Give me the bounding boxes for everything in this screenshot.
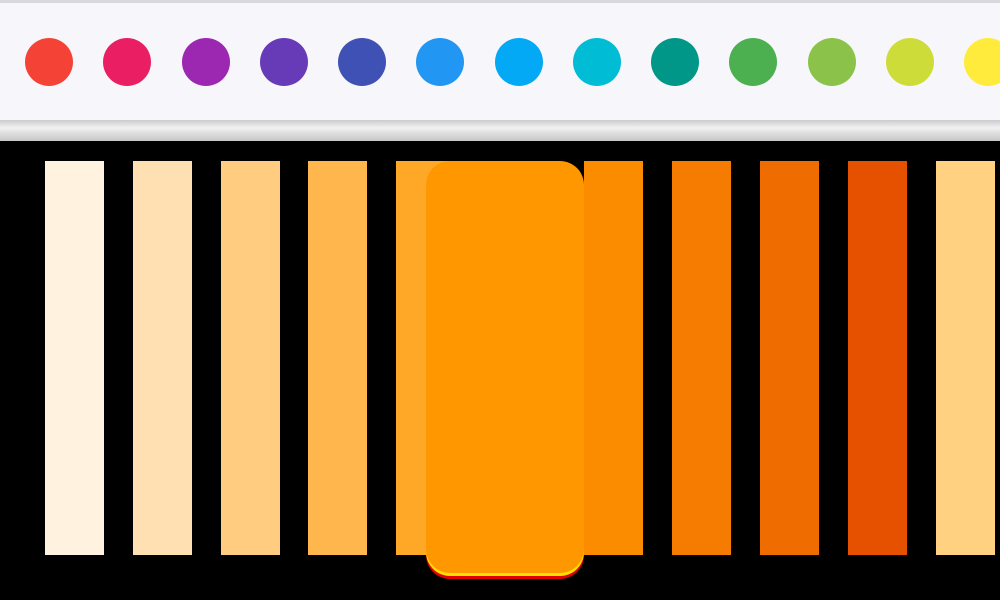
shade-swatch-orange-50[interactable] (45, 161, 104, 555)
hue-palette-bar (0, 3, 1000, 120)
shade-swatch-orange-900[interactable] (847, 161, 907, 555)
shade-swatch-orange-600[interactable] (584, 161, 644, 555)
hue-swatch-lime[interactable] (885, 37, 934, 86)
hue-swatch-light-blue[interactable] (494, 37, 543, 86)
hue-swatch-yellow[interactable] (964, 37, 1000, 86)
hue-swatch-green[interactable] (729, 37, 778, 86)
hue-swatch-deep-purple[interactable] (259, 37, 308, 86)
shade-swatch-orange-200[interactable] (220, 161, 280, 555)
hue-swatch-blue[interactable] (416, 37, 465, 86)
shade-swatch-orange-800[interactable] (760, 161, 819, 555)
hue-swatch-teal[interactable] (651, 37, 699, 86)
shade-swatch-orange-300[interactable] (308, 161, 368, 555)
shade-swatch-orange-A100[interactable] (935, 161, 995, 555)
hue-swatch-red[interactable] (25, 37, 73, 86)
hue-swatch-indigo[interactable] (338, 37, 386, 86)
hue-swatch-pink[interactable] (103, 37, 152, 86)
hue-swatch-cyan[interactable] (572, 37, 621, 86)
header-shadow-band (0, 120, 1000, 141)
shade-swatch-orange-700[interactable] (672, 161, 732, 555)
hue-swatch-light-green[interactable] (807, 37, 856, 86)
shade-palette-canvas (0, 141, 1000, 600)
hue-swatch-purple[interactable] (181, 37, 230, 86)
shade-swatch-orange-500[interactable] (426, 161, 585, 573)
shade-swatch-orange-100[interactable] (132, 161, 192, 555)
window-top-edge (0, 0, 1000, 3)
